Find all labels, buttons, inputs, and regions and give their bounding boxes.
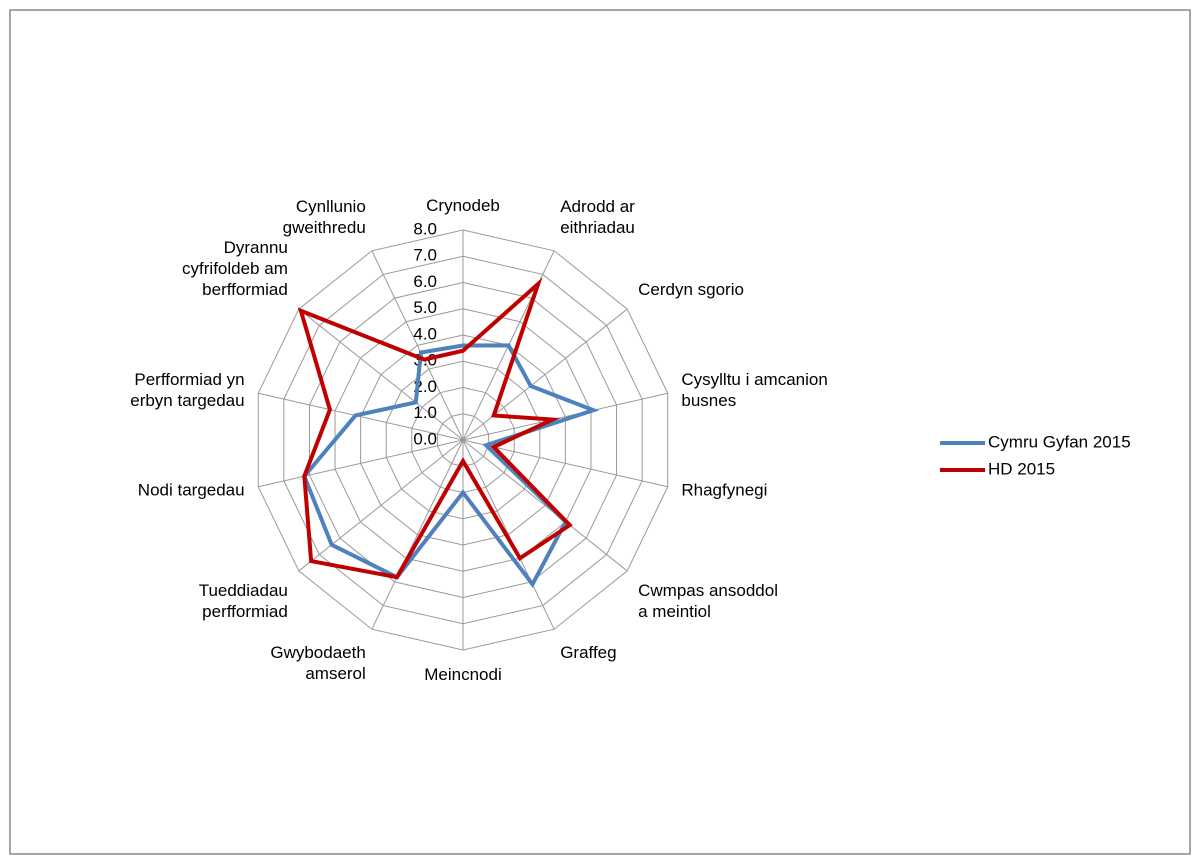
- y-tick-label: 4.0: [413, 324, 437, 343]
- category-label: Meincnodi: [424, 665, 502, 684]
- category-label: Nodi targedau: [137, 480, 245, 500]
- y-tick-label: 1.0: [413, 403, 437, 422]
- spoke: [298, 308, 464, 441]
- spoke: [258, 392, 464, 441]
- category-label: Cynllunio gweithredu: [282, 197, 366, 238]
- y-tick-label: 6.0: [413, 272, 437, 291]
- category-label: Graffeg: [560, 642, 617, 662]
- category-label: Dyrannu cyfrifoldeb am berfformiad: [182, 238, 288, 300]
- legend-label: Cymru Gyfan 2015: [988, 432, 1131, 451]
- category-label: Cwmpas ansoddol a meintiol: [638, 580, 778, 621]
- category-label: Cerdyn sgorio: [638, 280, 744, 300]
- spoke: [462, 308, 628, 441]
- category-label: Cysylltu i amcanion busnes: [681, 370, 828, 411]
- y-tick-label: 5.0: [413, 298, 437, 317]
- spoke: [371, 250, 464, 441]
- legend-label: HD 2015: [988, 459, 1055, 478]
- category-label: Crynodeb: [426, 196, 500, 215]
- spoke: [462, 439, 555, 630]
- spoke: [258, 439, 464, 488]
- category-label: Rhagfynegi: [681, 480, 768, 500]
- chart-border: [9, 9, 1191, 855]
- spoke: [462, 392, 668, 441]
- spoke: [371, 439, 464, 630]
- y-tick-label: 0.0: [413, 429, 437, 448]
- category-label: Gwybodaeth amserol: [270, 642, 366, 683]
- category-label: Adrodd ar eithriadau: [560, 197, 635, 238]
- spoke: [298, 439, 464, 572]
- category-label: Perfformiad yn erbyn targedau: [130, 370, 245, 411]
- series-line: [297, 277, 573, 580]
- y-tick-label: 7.0: [413, 246, 437, 265]
- series-line: [302, 343, 600, 588]
- category-label: Tueddiadau perfformiad: [198, 580, 288, 621]
- y-tick-label: 8.0: [413, 219, 437, 238]
- spoke: [462, 439, 628, 572]
